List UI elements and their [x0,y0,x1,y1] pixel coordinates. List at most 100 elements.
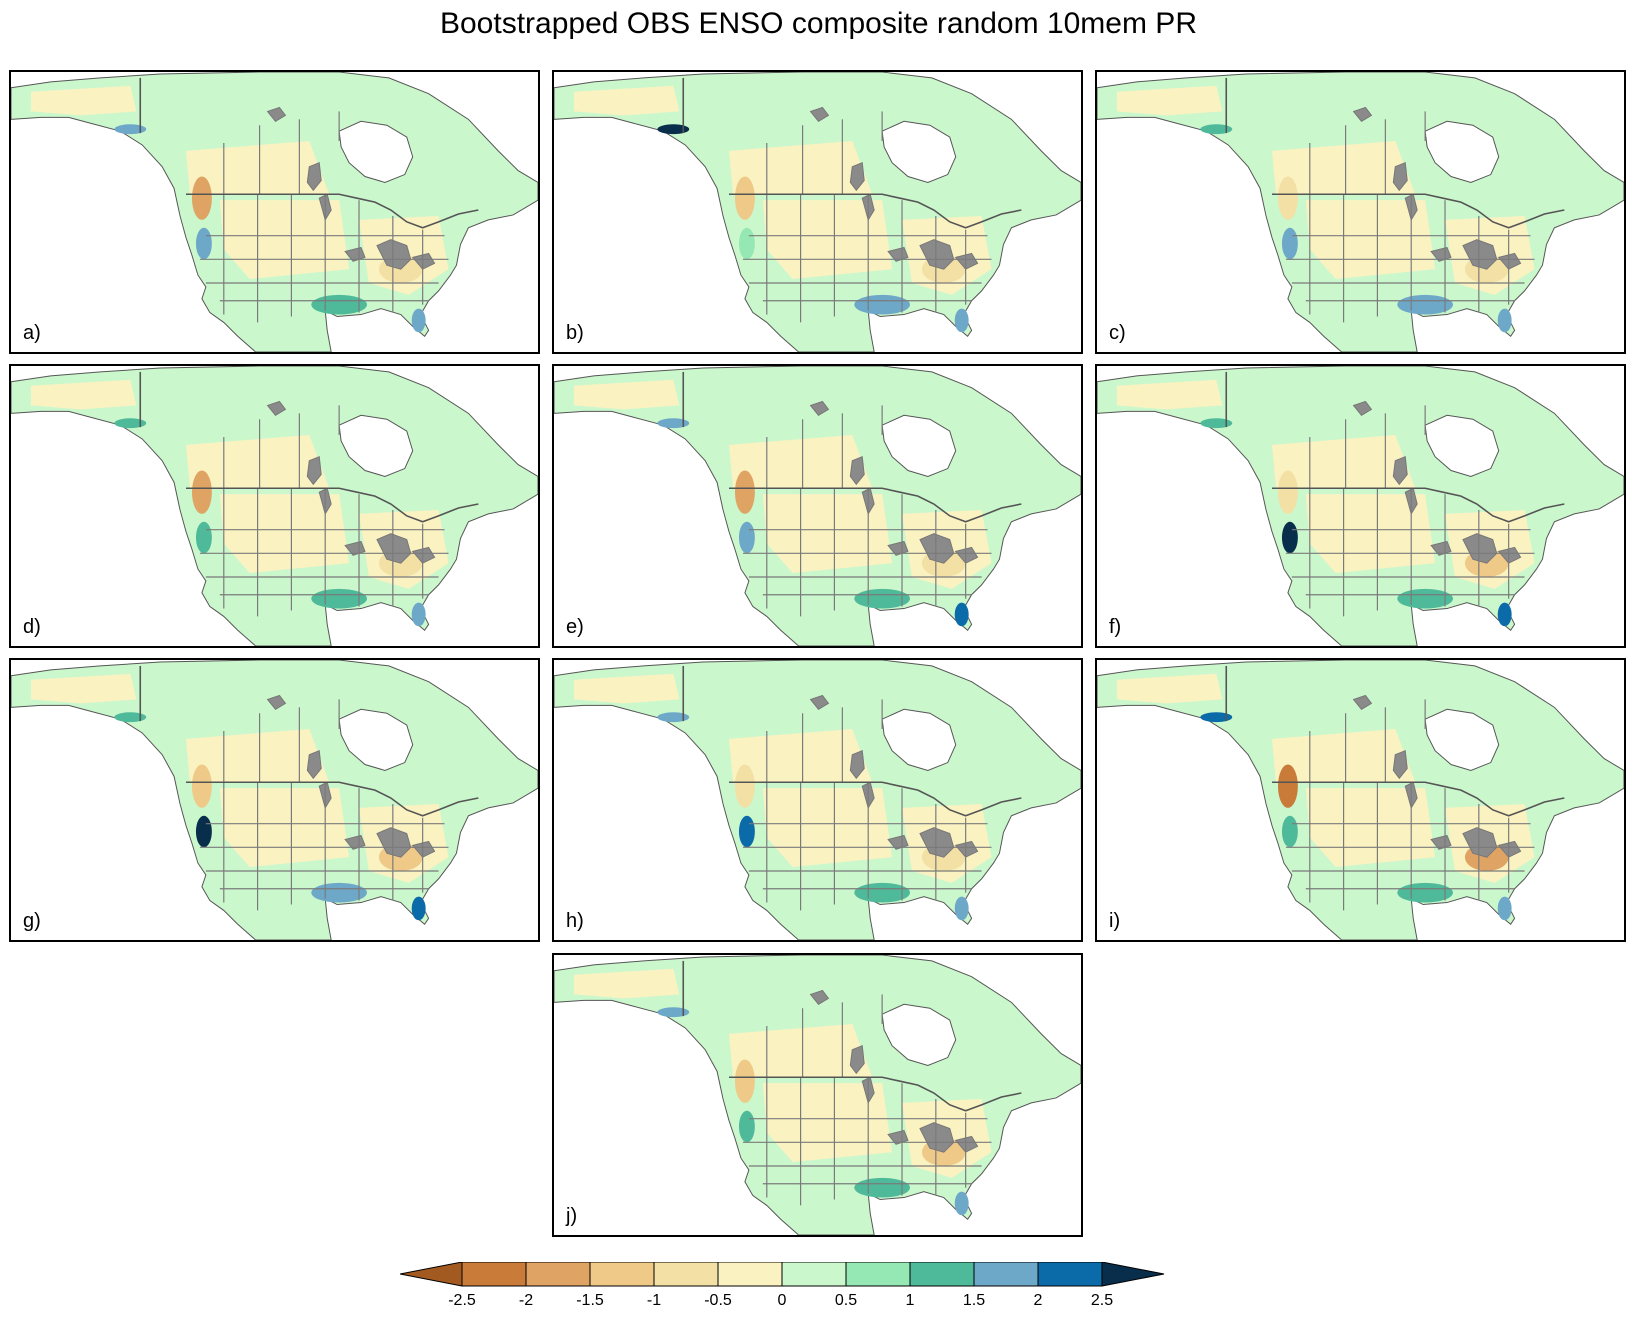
hudson-bay [881,414,957,477]
dry-region-alaska [30,379,137,410]
map-canvas [11,366,538,646]
dry-region-alaska [1116,85,1223,116]
anomaly-alaska-coast [657,712,690,723]
colorbar-swatch [589,1262,655,1287]
figure-title: Bootstrapped OBS ENSO composite random 1… [439,7,1197,40]
dry-region-prairies [186,729,330,783]
panel-label: d) [23,616,41,638]
colorbar-swatch [653,1262,719,1287]
anomaly-pacific-nw [734,470,755,514]
great-lakes [887,239,979,270]
colorbar-swatch [845,1262,911,1287]
anomaly-california [1281,815,1298,848]
anomaly-alaska-coast [114,418,147,429]
national-border [186,781,479,817]
colorbar-tick-label: 0.5 [834,1292,858,1309]
panel-label: b) [566,322,584,344]
map-canvas [1097,660,1624,940]
colorbar-swatch [717,1262,783,1287]
colorbar-swatch [461,1262,527,1287]
anomaly-florida [954,1191,969,1216]
anomaly-california [1281,227,1298,260]
hudson-bay [881,1003,957,1066]
anomaly-florida [411,896,426,921]
hudson-bay [1424,414,1500,477]
map-canvas [1097,72,1624,352]
map-panel-h: h) [552,658,1083,942]
colorbar-swatch [781,1262,847,1287]
colorbar-tick-label: -1.5 [576,1292,604,1309]
hudson-bay [338,414,414,477]
anomaly-florida [1497,308,1512,333]
panel-label: g) [23,910,41,932]
hudson-bay [1424,708,1500,771]
national-border [729,193,1022,229]
colorbar-swatch [1037,1262,1103,1287]
colorbar-tick-label: 1 [905,1292,915,1309]
colorbar-tick-label: 2 [1033,1292,1043,1309]
map-canvas [11,72,538,352]
dry-region-prairies [729,729,873,783]
colorbar: -2.5 -2 -1.5 -1 -0.5 0 0.5 1 1.5 2 2.5 [400,1262,1230,1312]
anomaly-pacific-nw [734,176,755,220]
anomaly-pacific-nw [734,764,755,808]
national-border [1272,487,1565,523]
colorbar-swatch [525,1262,591,1287]
dry-region-alaska [1116,673,1223,704]
anomaly-pacific-nw [191,764,212,808]
dry-region-alaska [30,85,137,116]
anomaly-florida [954,896,969,921]
colorbar-extend-high [1101,1262,1165,1287]
anomaly-florida [1497,602,1512,627]
map-canvas [1097,366,1624,646]
colorbar-tick-label: 2.5 [1090,1292,1114,1309]
dry-region-prairies [729,435,873,489]
hudson-bay [881,708,957,771]
anomaly-california [195,227,212,260]
hudson-bay [338,120,414,183]
colorbar-tick-label: 0 [777,1292,787,1309]
anomaly-california [738,521,755,554]
national-border [729,487,1022,523]
map-panel-f: f) [1095,364,1626,648]
map-canvas [554,72,1081,352]
anomaly-alaska-coast [114,712,147,723]
dry-region-prairies [729,141,873,195]
dry-region-prairies [729,1024,873,1078]
anomaly-florida [954,308,969,333]
map-panel-e: e) [552,364,1083,648]
map-panel-d: d) [9,364,540,648]
national-border [1272,193,1565,229]
map-canvas [554,366,1081,646]
anomaly-california [738,815,755,848]
colorbar-tick-label: -2 [518,1292,534,1309]
anomaly-california [195,521,212,554]
map-panel-c: c) [1095,70,1626,354]
dry-region-alaska [30,673,137,704]
anomaly-alaska-coast [657,124,690,135]
map-panel-j: j) [552,953,1083,1237]
dry-region-alaska [573,379,680,410]
anomaly-california [738,1110,755,1143]
great-lakes [1430,533,1522,564]
colorbar-extend-low [400,1262,463,1287]
map-panel-g: g) [9,658,540,942]
anomaly-california [738,227,755,260]
dry-region-prairies [1272,141,1416,195]
panel-label: f) [1109,616,1122,638]
national-border [1272,781,1565,817]
panel-label: a) [23,322,41,344]
colorbar-swatch [909,1262,975,1287]
map-panel-a: a) [9,70,540,354]
dry-region-alaska [573,85,680,116]
anomaly-pacific-nw [191,176,212,220]
anomaly-alaska-coast [1200,712,1233,723]
dry-region-alaska [573,673,680,704]
anomaly-alaska-coast [657,418,690,429]
map-canvas [554,660,1081,940]
map-canvas [11,660,538,940]
national-border [186,487,479,523]
national-border [729,1076,1022,1112]
anomaly-pacific-nw [1277,764,1298,808]
dry-region-prairies [186,141,330,195]
